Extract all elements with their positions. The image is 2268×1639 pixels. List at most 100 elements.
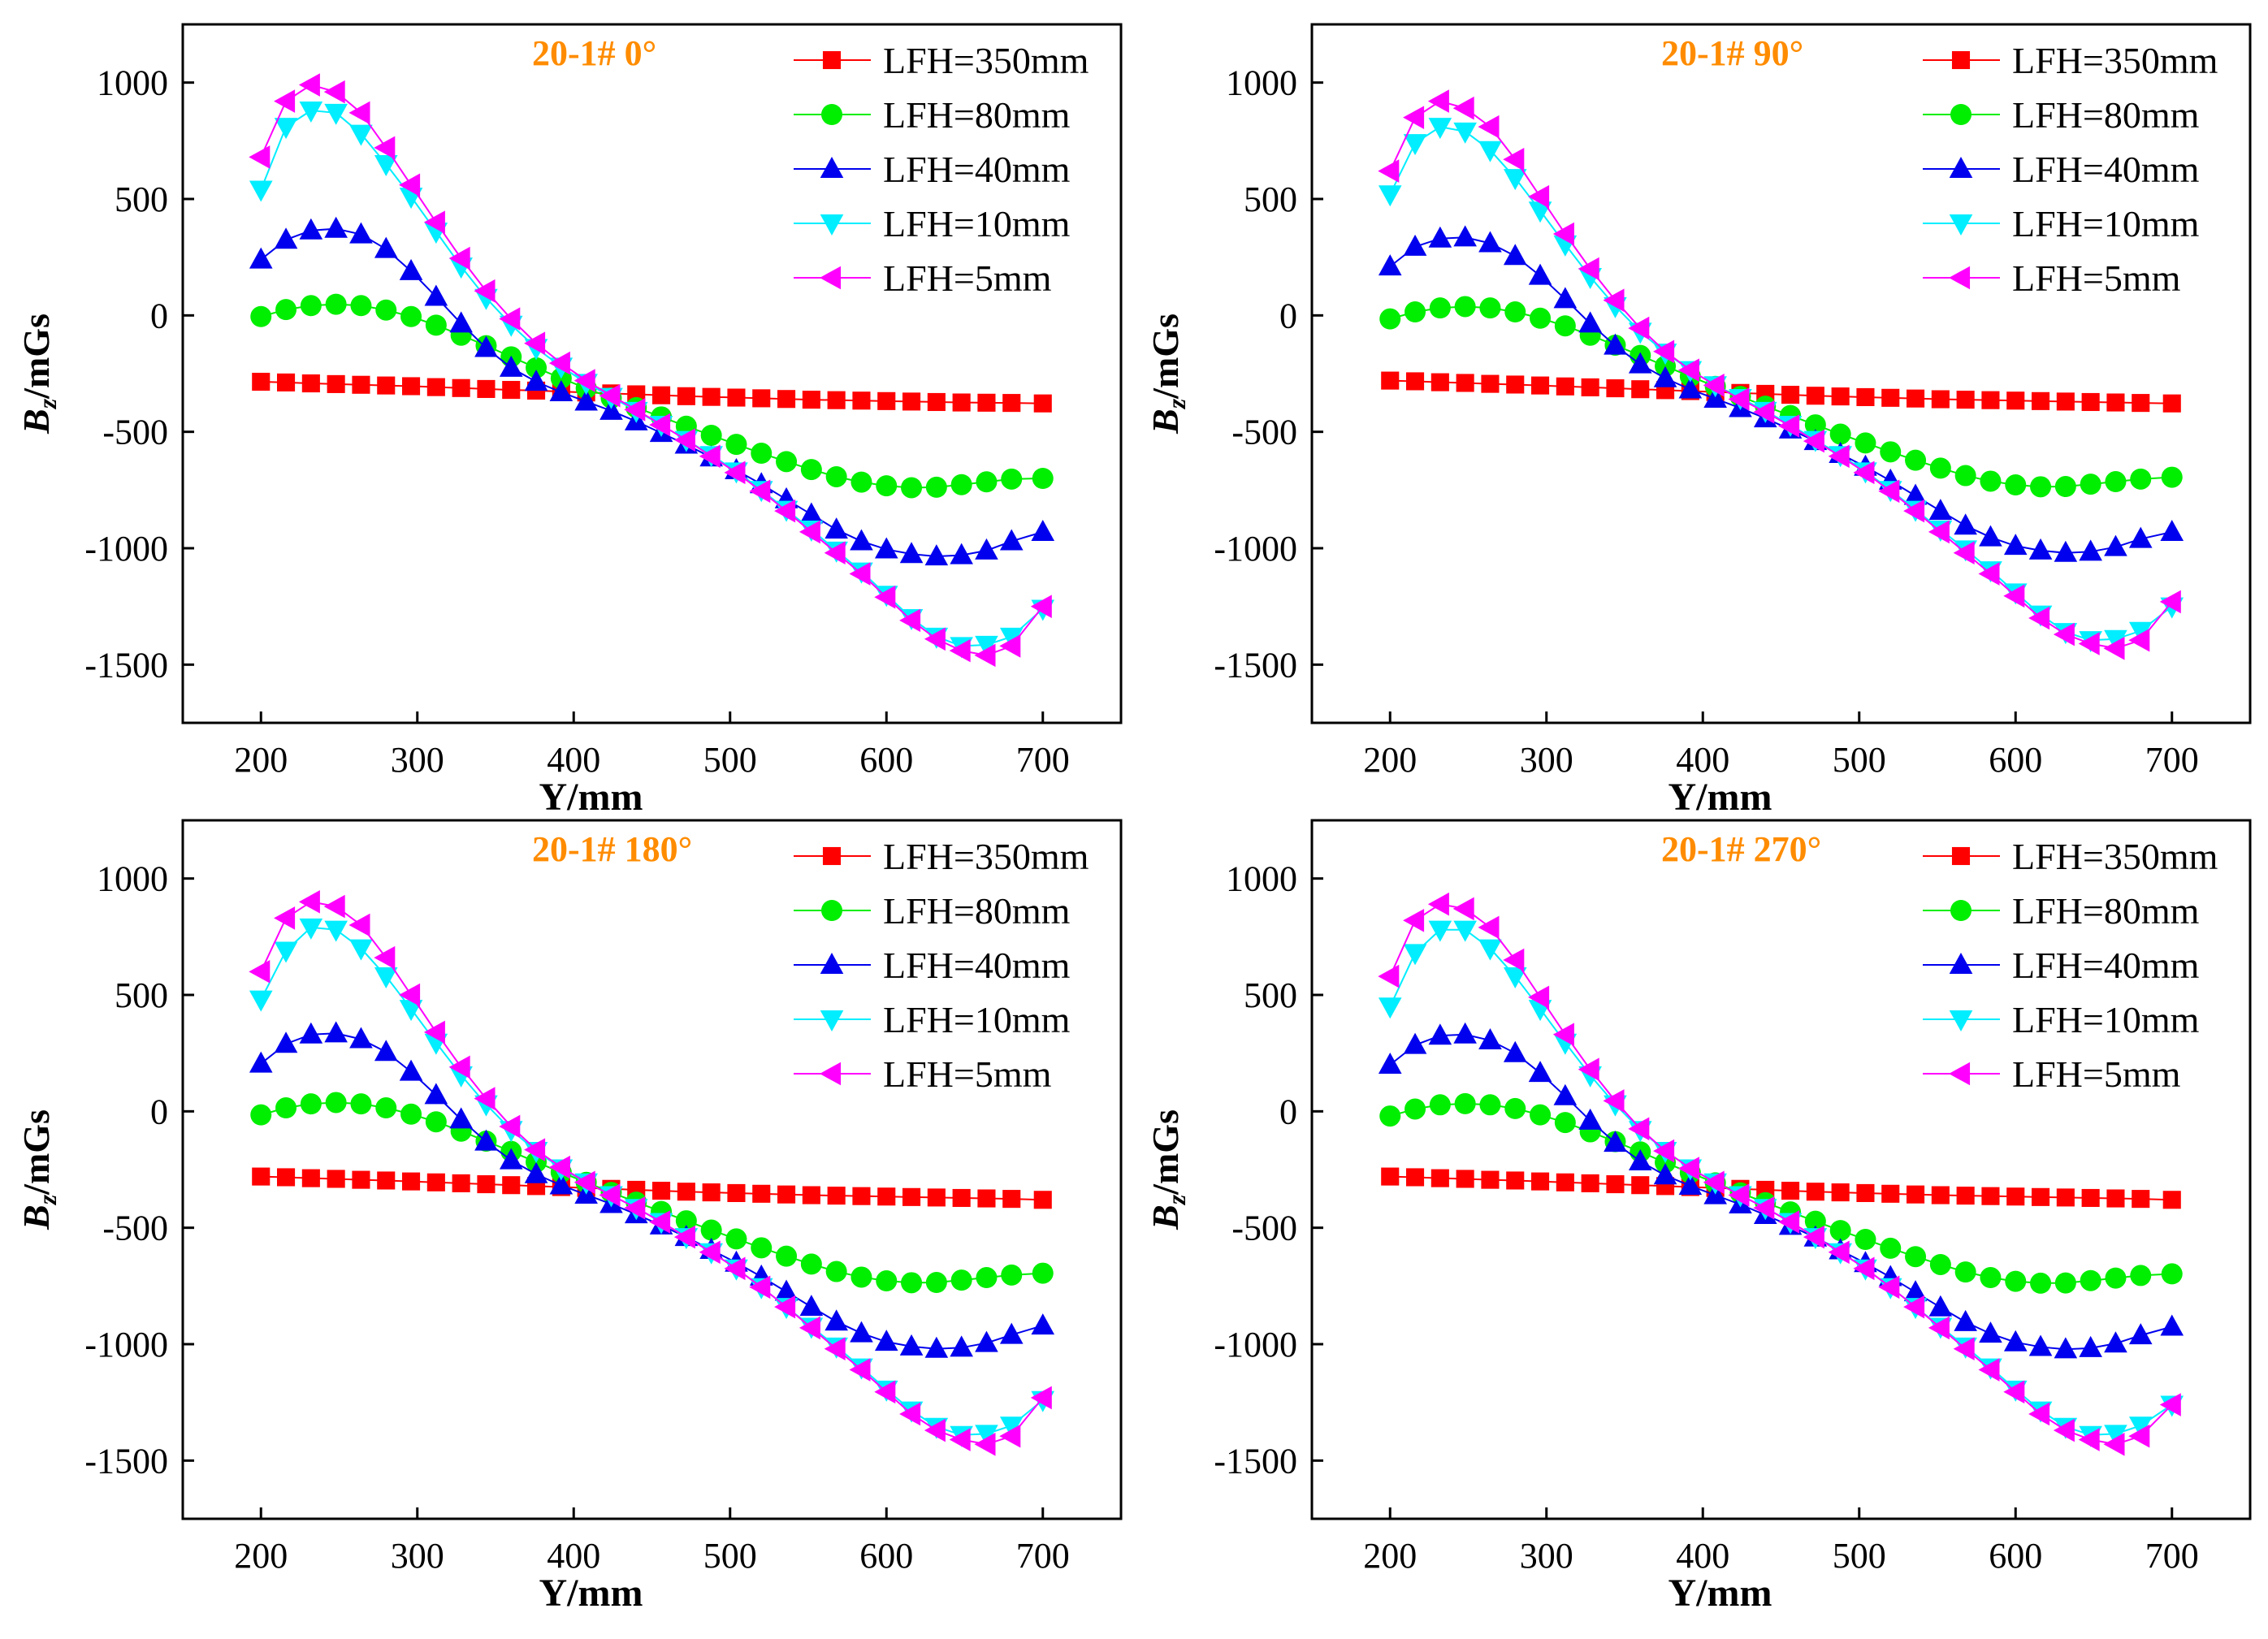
data-point xyxy=(499,1114,521,1139)
data-point xyxy=(2028,1402,2050,1426)
data-point xyxy=(1604,1131,1627,1152)
x-tick-label: 700 xyxy=(1016,740,1070,780)
data-point xyxy=(673,1225,695,1249)
data-point xyxy=(324,1021,348,1043)
data-point xyxy=(799,520,820,544)
data-point xyxy=(2128,621,2153,643)
data-point xyxy=(1481,374,1500,393)
data-point xyxy=(2128,1424,2150,1448)
data-point xyxy=(352,1170,370,1189)
legend-marker xyxy=(821,104,842,125)
data-point xyxy=(1428,920,1452,942)
data-point xyxy=(2160,519,2184,541)
data-point xyxy=(950,543,973,564)
data-point xyxy=(1001,1264,1023,1286)
data-point xyxy=(574,389,598,411)
x-tick-label: 700 xyxy=(1016,1536,1070,1576)
data-point xyxy=(1831,1183,1850,1202)
legend-marker xyxy=(820,266,842,290)
data-point xyxy=(325,1092,347,1114)
data-point xyxy=(2003,1330,2028,1351)
y-tick-label: -1500 xyxy=(1214,645,1297,685)
data-point xyxy=(799,502,824,524)
data-point xyxy=(2032,1187,2050,1206)
data-point xyxy=(2104,629,2127,651)
x-axis-label: Y/mm xyxy=(539,1572,643,1615)
legend-marker xyxy=(821,900,842,921)
data-point xyxy=(1631,1176,1650,1195)
legend-label: LFH=80mm xyxy=(2012,94,2200,136)
data-point xyxy=(874,1380,896,1404)
data-point xyxy=(1578,257,1599,281)
data-point xyxy=(502,1176,521,1195)
legend-label: LFH=350mm xyxy=(2012,40,2218,81)
data-point xyxy=(1556,377,1574,396)
data-point xyxy=(1032,468,1054,489)
y-tick-label: 0 xyxy=(1279,1092,1297,1131)
data-point xyxy=(277,1168,296,1187)
data-point xyxy=(299,918,323,940)
data-point xyxy=(274,89,296,113)
y-tick-label: 500 xyxy=(115,179,168,219)
data-point xyxy=(1931,1186,1950,1204)
data-point xyxy=(1677,1157,1699,1180)
data-point xyxy=(1002,394,1021,413)
data-point xyxy=(400,305,422,327)
data-point xyxy=(899,608,921,633)
data-point xyxy=(776,451,798,473)
data-point xyxy=(374,136,396,160)
data-point xyxy=(652,386,671,404)
data-point xyxy=(800,459,822,481)
data-point xyxy=(902,392,921,411)
data-point xyxy=(2132,394,2150,413)
data-point xyxy=(749,479,771,504)
data-point xyxy=(975,635,998,657)
data-point xyxy=(1403,908,1425,932)
x-tick-label: 600 xyxy=(859,1536,913,1576)
data-point xyxy=(952,1188,971,1208)
data-point xyxy=(499,1148,523,1170)
data-point xyxy=(825,465,847,487)
data-point xyxy=(876,1270,898,1292)
data-point xyxy=(724,1256,746,1281)
data-point xyxy=(448,246,470,270)
data-point xyxy=(524,1161,548,1183)
x-tick-label: 500 xyxy=(703,740,757,780)
data-point xyxy=(2030,1272,2052,1294)
x-tick-label: 600 xyxy=(1989,740,2042,780)
data-point xyxy=(548,351,570,375)
data-point xyxy=(249,960,271,984)
legend-label: LFH=5mm xyxy=(883,257,1052,299)
y-tick-label: 1000 xyxy=(97,859,168,899)
data-point xyxy=(974,643,996,668)
data-point xyxy=(1903,1280,1928,1302)
legend-label: LFH=80mm xyxy=(883,94,1071,136)
y-axis-label-symbol: B xyxy=(1145,1204,1186,1230)
data-point xyxy=(852,1187,871,1205)
data-point xyxy=(700,1219,722,1241)
data-point xyxy=(1929,1253,1951,1275)
data-point xyxy=(1928,1316,1950,1340)
data-point xyxy=(2159,590,2181,614)
chart-title: 20-1# 0° xyxy=(532,33,656,73)
chart-title: 20-1# 90° xyxy=(1661,33,1803,73)
data-point xyxy=(1528,184,1550,209)
data-point xyxy=(777,390,796,409)
y-tick-label: 1000 xyxy=(1226,63,1297,103)
data-point xyxy=(549,1173,573,1195)
data-point xyxy=(999,634,1021,658)
data-point xyxy=(1907,389,1925,408)
data-point xyxy=(752,389,771,408)
data-point xyxy=(1831,387,1850,406)
data-point xyxy=(2132,1190,2150,1209)
data-point xyxy=(249,145,271,169)
data-point xyxy=(1628,352,1652,374)
y-tick-label: -1500 xyxy=(84,1441,168,1481)
data-point xyxy=(1406,1168,1425,1187)
legend-marker xyxy=(1949,157,1973,179)
y-tick-label: -1500 xyxy=(1214,1441,1297,1481)
data-point xyxy=(1804,1210,1826,1232)
data-point xyxy=(1628,316,1650,340)
data-point xyxy=(1979,525,2002,547)
legend-label: LFH=10mm xyxy=(883,203,1071,244)
